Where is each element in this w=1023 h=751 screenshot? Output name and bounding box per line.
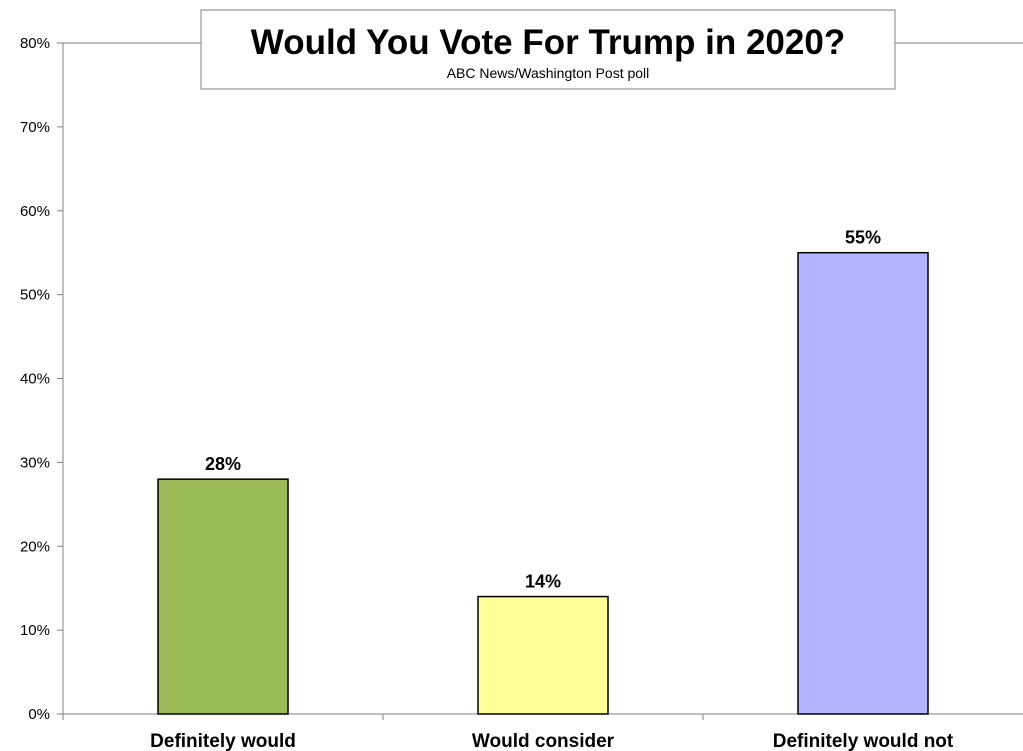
bar-2: [797, 251, 929, 715]
category-label: Definitely would: [150, 731, 296, 751]
bars-group: [157, 251, 929, 715]
category-labels-group: Definitely would Would consider Definitely…: [150, 731, 954, 751]
y-tick-label: 20%: [20, 538, 50, 555]
title-box-frame: [200, 9, 896, 90]
title-box: Would You Vote For Trump in 2020? ABC Ne…: [200, 9, 896, 90]
data-label: 14%: [525, 572, 561, 592]
category-label: Would consider: [472, 731, 615, 751]
category-label: Definitely would not: [773, 731, 954, 751]
bar-1: [477, 595, 609, 715]
y-tick-label: 70%: [20, 119, 50, 136]
x-axis-ticks: [62, 714, 704, 720]
y-tick-label: 50%: [20, 287, 50, 304]
y-tick-label: 80%: [20, 35, 50, 52]
data-label: 55%: [845, 228, 881, 248]
y-tick-label: 30%: [20, 454, 50, 471]
y-tick-label: 10%: [20, 622, 50, 639]
y-tick-label: 40%: [20, 371, 50, 388]
data-label: 28%: [205, 454, 241, 474]
chart-subtitle: ABC News/Washington Post poll: [447, 65, 650, 81]
y-tick-label: 60%: [20, 203, 50, 220]
chart-title: Would You Vote For Trump in 2020?: [251, 23, 845, 62]
y-axis-ticks: 0% 10% 20% 30% 40% 50% 60% 70% 80%: [20, 35, 63, 723]
data-labels-group: 28% 14% 55%: [205, 228, 881, 592]
bar-0: [157, 478, 289, 715]
y-tick-label: 0%: [28, 706, 50, 723]
